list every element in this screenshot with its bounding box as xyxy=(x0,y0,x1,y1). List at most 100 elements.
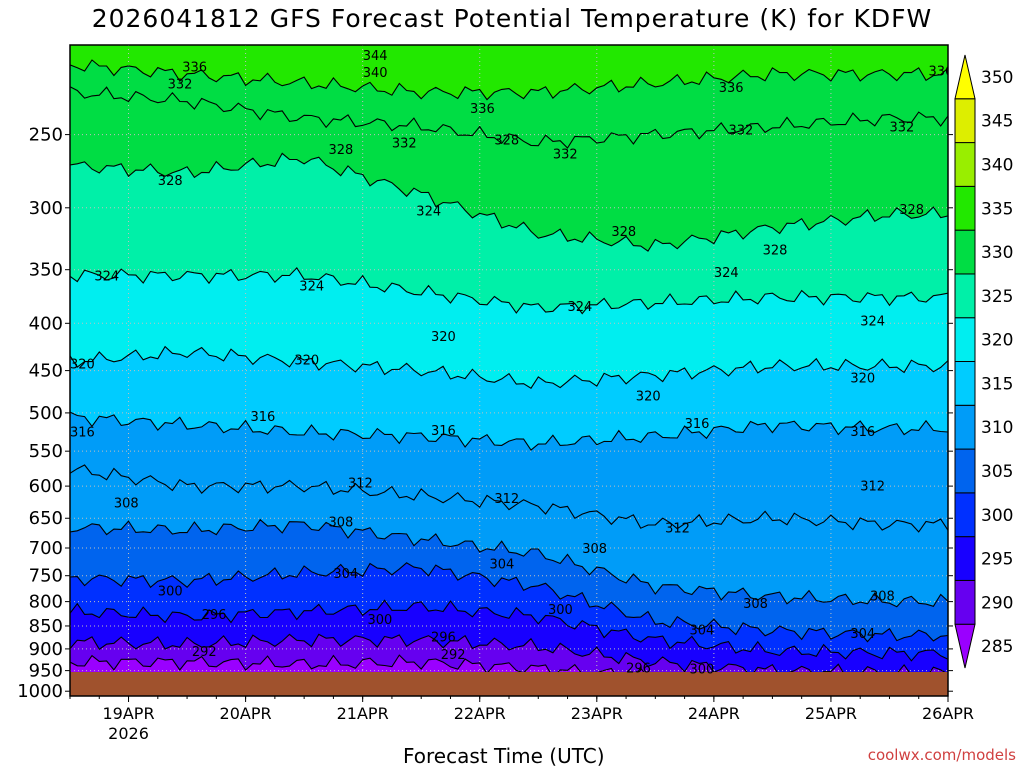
contour-label: 300 xyxy=(548,603,573,618)
contour-label: 304 xyxy=(333,567,358,582)
colorbar-label: 340 xyxy=(981,156,1013,176)
colorbar-box-325 xyxy=(954,273,976,319)
colorbar-box-330 xyxy=(954,229,976,275)
isentrope-328 xyxy=(70,152,948,252)
contour-label: 292 xyxy=(192,645,217,660)
contour-label: 312 xyxy=(860,479,885,494)
colorbar-label: 285 xyxy=(981,637,1013,657)
contour-label: 328 xyxy=(899,203,924,218)
contour-label: 316 xyxy=(685,417,710,432)
contour-label: 304 xyxy=(490,558,515,573)
y-tick-label: 250 xyxy=(29,125,63,146)
contour-label: 328 xyxy=(763,244,788,259)
contour-label: 296 xyxy=(626,662,651,677)
colorbar-box-335 xyxy=(954,185,976,231)
ground xyxy=(70,672,948,696)
colorbar-box-295 xyxy=(954,536,976,581)
x-tick-label: 26APR xyxy=(922,704,974,723)
contour-label: 336 xyxy=(719,81,744,96)
colorbar-box-340 xyxy=(954,142,976,187)
colorbar-label: 310 xyxy=(981,418,1013,438)
contour-label: 308 xyxy=(743,597,768,612)
colorbar-box-290 xyxy=(954,579,976,625)
contour-label: 320 xyxy=(294,354,319,369)
isentrope-300 xyxy=(70,599,948,662)
isentrope-324 xyxy=(70,267,948,315)
contour-label: 344 xyxy=(363,49,388,64)
contour-label: 328 xyxy=(158,174,183,189)
colorbar-box-345 xyxy=(954,98,976,144)
contour-label: 328 xyxy=(329,143,354,158)
colorbar-label: 325 xyxy=(981,287,1013,307)
contour-label: 328 xyxy=(494,133,519,148)
y-tick-label: 300 xyxy=(29,198,63,219)
y-tick-label: 1000 xyxy=(17,681,63,702)
contour-label: 296 xyxy=(431,631,456,646)
contour-label: 300 xyxy=(158,584,183,599)
contour-label: 324 xyxy=(714,266,739,281)
contour-label: 296 xyxy=(202,608,227,623)
contour-label: 316 xyxy=(70,426,95,441)
y-tick-label: 850 xyxy=(29,616,63,637)
colorbar-cap-bottom xyxy=(954,623,976,669)
isentrope-296 xyxy=(70,633,948,679)
isentrope-332 xyxy=(70,86,948,149)
contour-label: 320 xyxy=(431,330,456,345)
colorbar-label: 345 xyxy=(981,112,1013,132)
contour-label: 316 xyxy=(431,424,456,439)
colorbar-label: 330 xyxy=(981,243,1013,263)
x-tick-label: 21APR xyxy=(337,704,389,723)
contour-label: 340 xyxy=(363,66,388,81)
isentrope-316 xyxy=(70,411,948,451)
y-tick-label: 800 xyxy=(29,592,63,613)
contour-label: 308 xyxy=(329,515,354,530)
contour-label: 324 xyxy=(416,205,441,220)
colorbar-label: 295 xyxy=(981,550,1013,570)
y-tick-label: 650 xyxy=(29,508,63,529)
colorbar-box-300 xyxy=(954,492,976,538)
colorbar-label: 290 xyxy=(981,593,1013,613)
x-tick-label: 22APR xyxy=(454,704,506,723)
colorbar: 285 290 295 300 305 310 315 320 325 330 335 340 345 3… xyxy=(954,54,1013,669)
colorbar-label: 300 xyxy=(981,506,1013,526)
x-tick-label: 19APR xyxy=(102,704,154,723)
contour-label: 300 xyxy=(690,663,715,678)
contour-label: 304 xyxy=(690,623,715,638)
contour-label: 300 xyxy=(368,613,393,628)
colorbar-label: 350 xyxy=(981,68,1013,88)
contour-label: 324 xyxy=(860,314,885,329)
contour-label: 316 xyxy=(251,410,276,425)
credit-link[interactable]: coolwx.com/models xyxy=(867,746,1016,764)
contour-label: 332 xyxy=(890,121,915,136)
contour-label: 320 xyxy=(636,390,661,405)
x-tick-label: 23APR xyxy=(571,704,623,723)
isentrope-336 xyxy=(70,59,948,101)
y-tick-label: 700 xyxy=(29,538,63,559)
y-tick-label: 400 xyxy=(29,313,63,334)
x-tick-label: 24APR xyxy=(688,704,740,723)
colorbar-label: 320 xyxy=(981,331,1013,351)
isentrope-layer xyxy=(70,59,948,696)
y-tick-label: 550 xyxy=(29,441,63,462)
ground-layer xyxy=(70,672,948,696)
contour-label: 316 xyxy=(850,425,875,440)
contour-label: 332 xyxy=(553,147,578,162)
colorbar-box-310 xyxy=(954,404,976,450)
colorbar-cap-top xyxy=(954,54,976,100)
contour-label: 332 xyxy=(729,124,754,139)
contour-label: 312 xyxy=(348,477,373,492)
chart-title: 2026041812 GFS Forecast Potential Temper… xyxy=(91,4,933,33)
contour-label: 308 xyxy=(114,497,139,512)
contour-label: 304 xyxy=(850,627,875,642)
x-axis-label: Forecast Time (UTC) xyxy=(403,744,605,768)
y-tick-label: 900 xyxy=(29,639,63,660)
colorbar-label: 335 xyxy=(981,199,1013,219)
colorbar-label: 305 xyxy=(981,462,1013,482)
contour-label: 336 xyxy=(470,102,495,117)
contour-label: 308 xyxy=(870,590,895,605)
y-tick-label: 750 xyxy=(29,566,63,587)
contour-label: 312 xyxy=(665,521,690,536)
y-tick-label: 950 xyxy=(29,661,63,682)
axes-layer: 2503003504004505005506006507007508008509… xyxy=(17,44,974,743)
